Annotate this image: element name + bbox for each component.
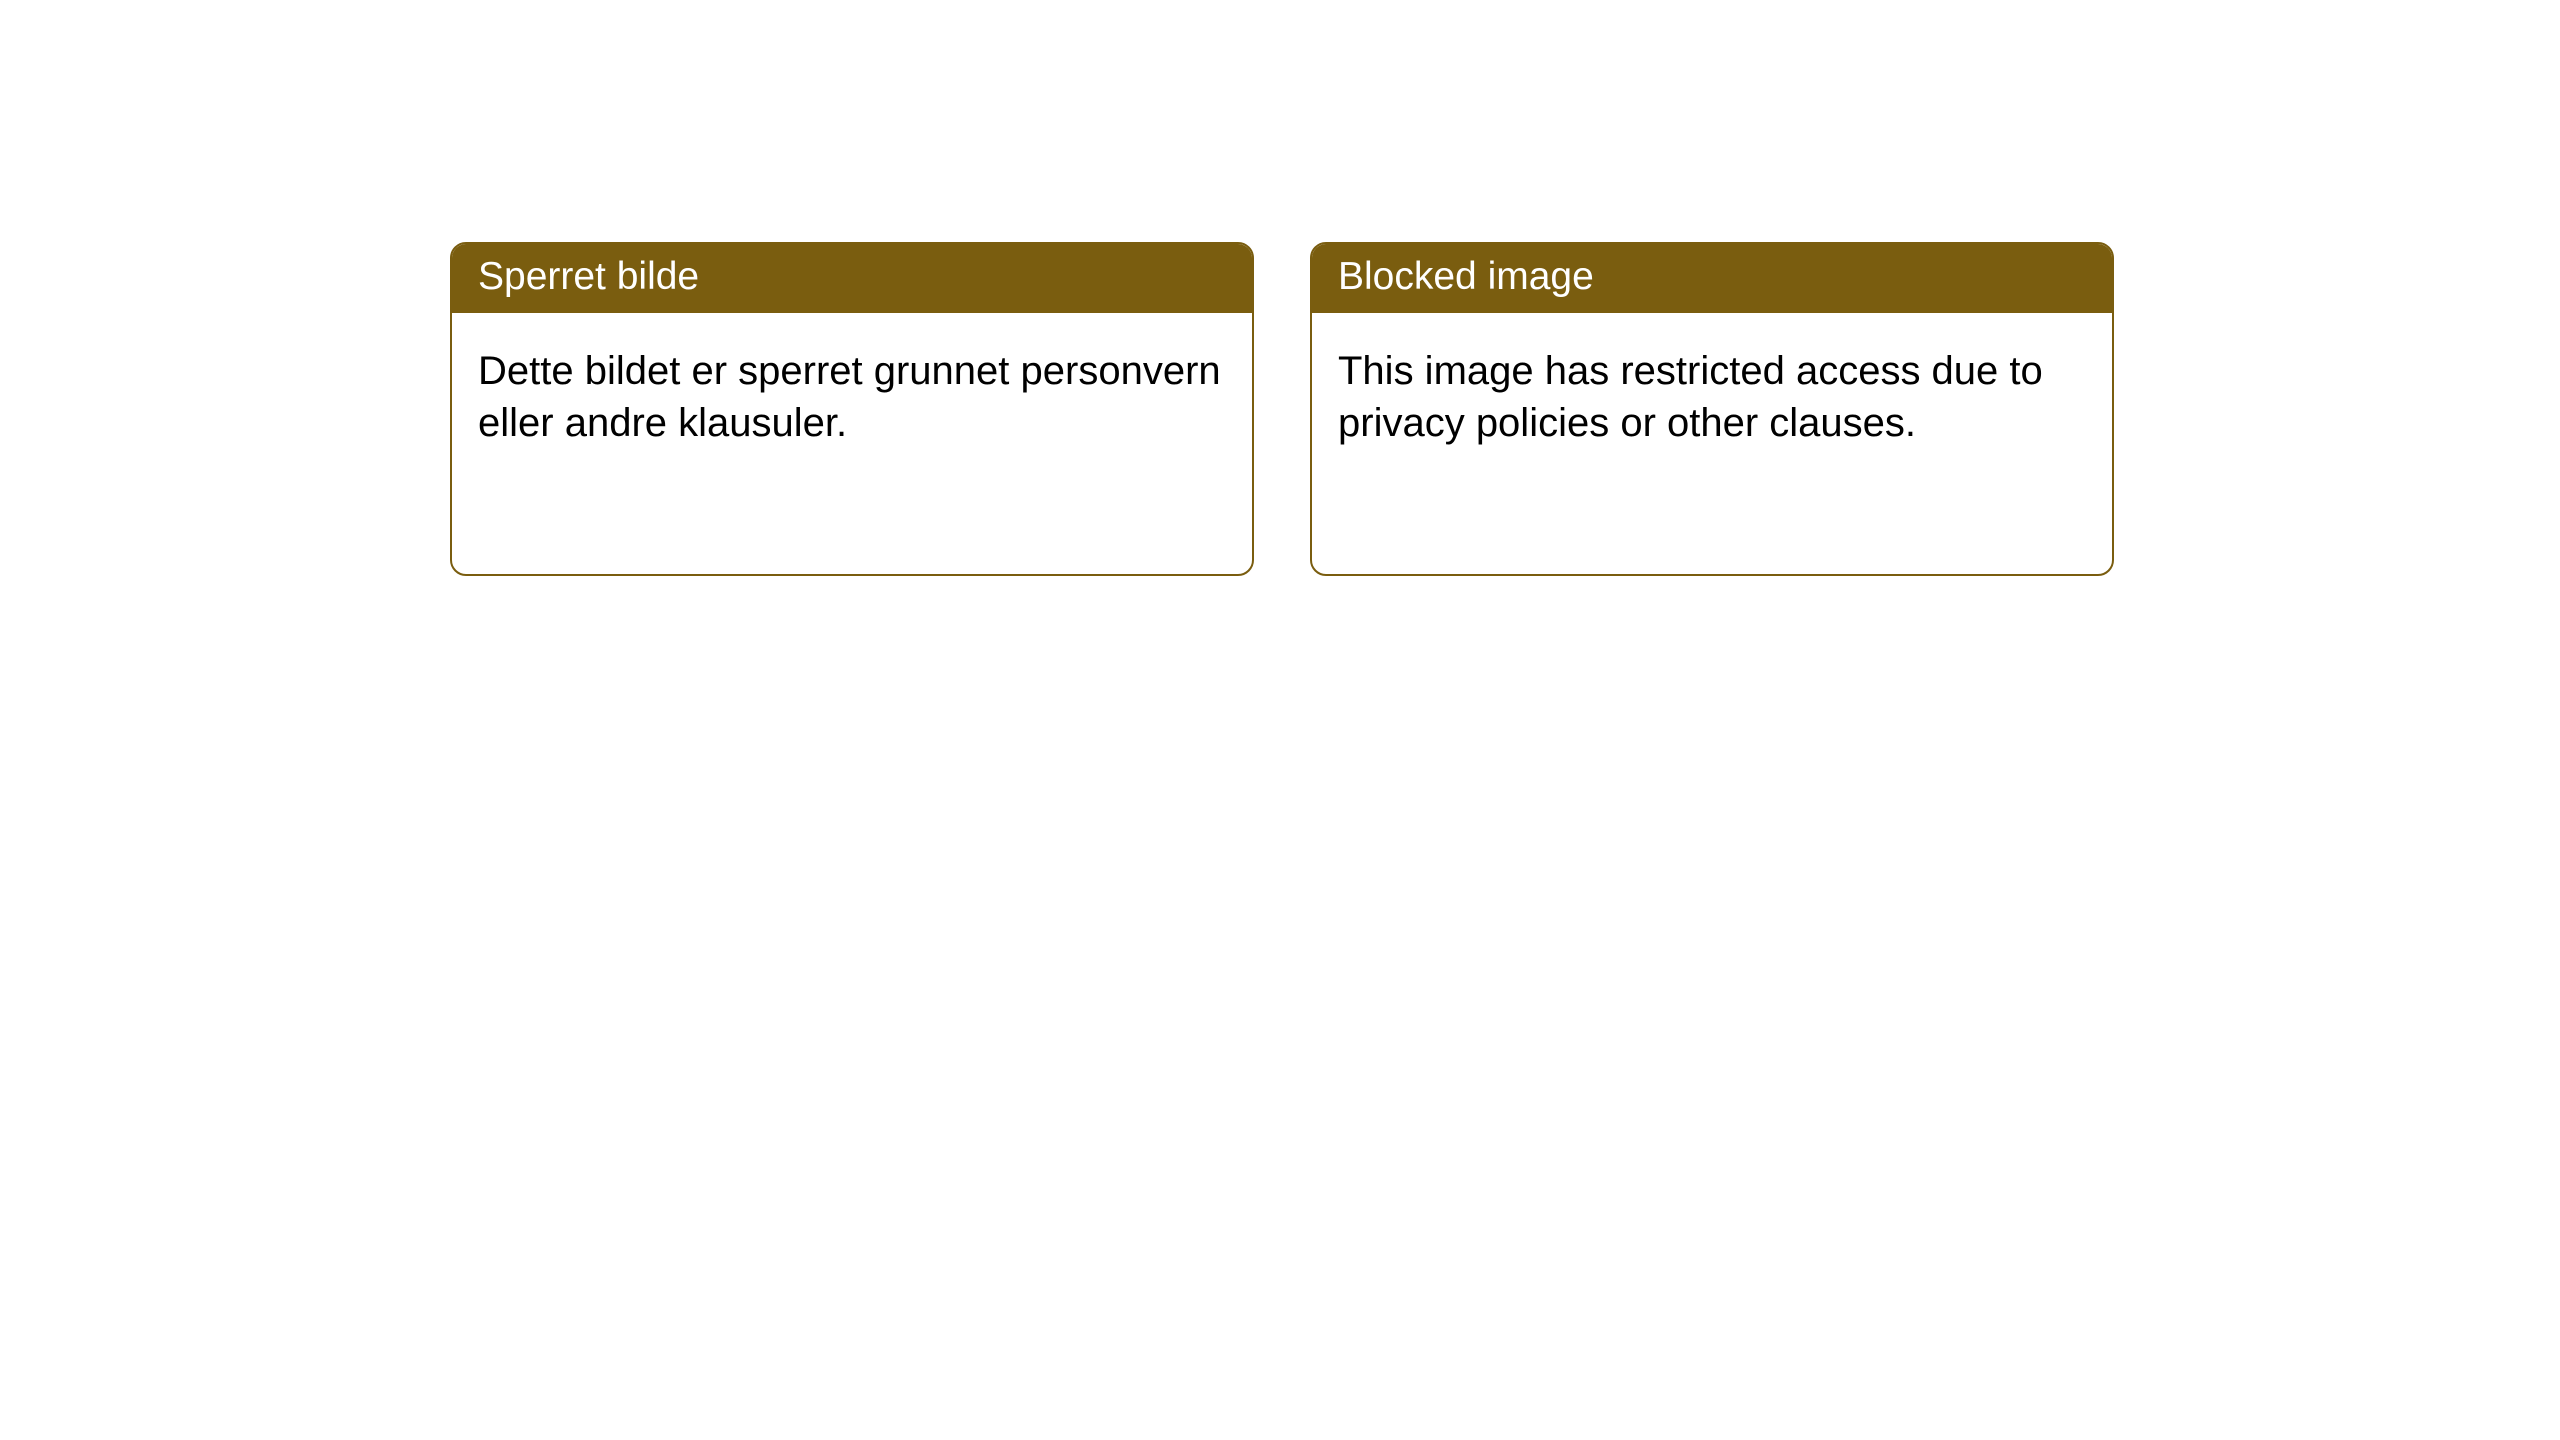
notice-title-norwegian: Sperret bilde (452, 244, 1252, 313)
notice-box-english: Blocked image This image has restricted … (1310, 242, 2114, 576)
notice-body-english: This image has restricted access due to … (1312, 313, 2112, 483)
notice-body-norwegian: Dette bildet er sperret grunnet personve… (452, 313, 1252, 483)
notice-box-norwegian: Sperret bilde Dette bildet er sperret gr… (450, 242, 1254, 576)
notice-container: Sperret bilde Dette bildet er sperret gr… (450, 242, 2114, 576)
notice-title-english: Blocked image (1312, 244, 2112, 313)
